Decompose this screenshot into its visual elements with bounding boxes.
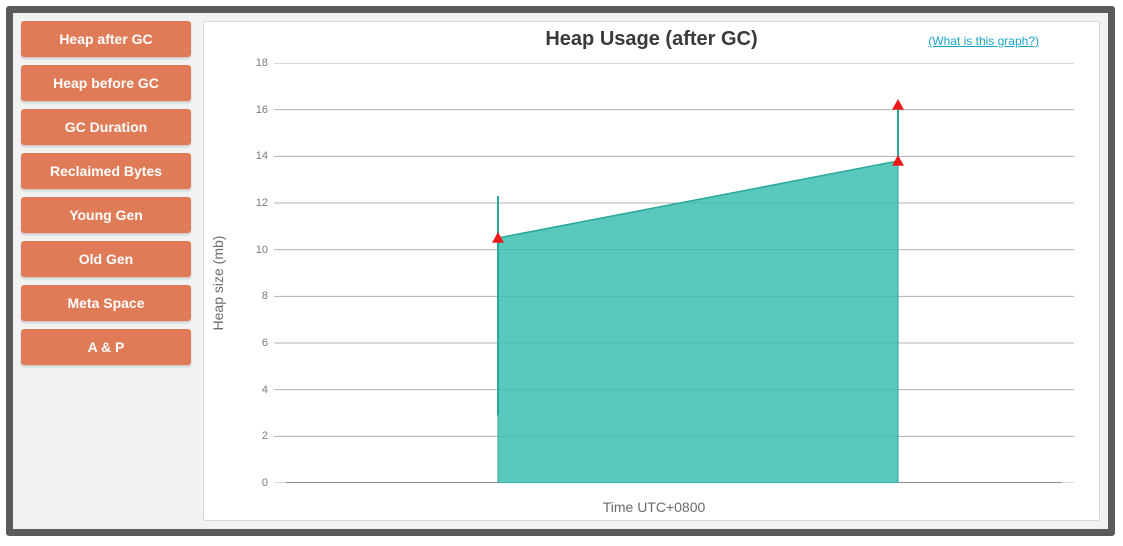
sidebar-item-label: Heap before GC xyxy=(53,75,159,91)
y-tick-label: 2 xyxy=(228,430,268,442)
y-tick-label: 8 xyxy=(228,290,268,302)
chart-svg[interactable] xyxy=(274,63,1074,483)
sidebar-item-young-gen[interactable]: Young Gen xyxy=(21,197,191,233)
y-axis-label: Heap size (mb) xyxy=(210,236,226,331)
sidebar-item-meta-space[interactable]: Meta Space xyxy=(21,285,191,321)
sidebar-item-label: A & P xyxy=(88,339,125,355)
sidebar-item-label: Meta Space xyxy=(67,295,144,311)
sidebar-item-label: GC Duration xyxy=(65,119,147,135)
sidebar-item-old-gen[interactable]: Old Gen xyxy=(21,241,191,277)
y-tick-label: 16 xyxy=(228,104,268,116)
sidebar-item-label: Heap after GC xyxy=(59,31,152,47)
plot-area xyxy=(274,63,1074,483)
sidebar-item-heap-after-gc[interactable]: Heap after GC xyxy=(21,21,191,57)
chart-panel: Heap Usage (after GC) (What is this grap… xyxy=(203,21,1100,521)
main-frame: Heap after GC Heap before GC GC Duration… xyxy=(6,6,1115,536)
y-tick-label: 14 xyxy=(228,150,268,162)
help-link[interactable]: (What is this graph?) xyxy=(928,34,1039,48)
x-axis-label: Time UTC+0800 xyxy=(603,499,706,515)
y-tick-label: 0 xyxy=(228,477,268,489)
chart-selector-sidebar: Heap after GC Heap before GC GC Duration… xyxy=(21,21,191,521)
y-tick-label: 12 xyxy=(228,197,268,209)
plot-wrap: Heap size (mb) Time UTC+0800 02468101214… xyxy=(224,53,1084,513)
sidebar-item-label: Old Gen xyxy=(79,251,133,267)
y-tick-label: 4 xyxy=(228,384,268,396)
sidebar-item-heap-before-gc[interactable]: Heap before GC xyxy=(21,65,191,101)
sidebar-item-label: Reclaimed Bytes xyxy=(50,163,162,179)
y-tick-label: 18 xyxy=(228,57,268,69)
y-tick-label: 6 xyxy=(228,337,268,349)
sidebar-item-label: Young Gen xyxy=(69,207,143,223)
sidebar-item-gc-duration[interactable]: GC Duration xyxy=(21,109,191,145)
sidebar-item-a-and-p[interactable]: A & P xyxy=(21,329,191,365)
y-tick-label: 10 xyxy=(228,244,268,256)
sidebar-item-reclaimed-bytes[interactable]: Reclaimed Bytes xyxy=(21,153,191,189)
